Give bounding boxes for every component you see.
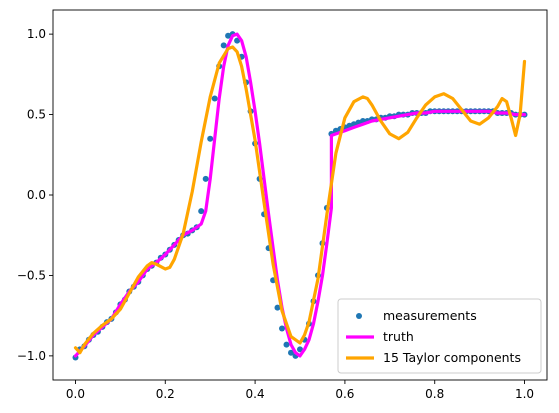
legend-label-taylor: 15 Taylor components: [383, 350, 521, 365]
y-tick-label: −1.0: [17, 349, 46, 363]
legend-label-measurements: measurements: [383, 308, 477, 323]
scatter-point: [297, 346, 303, 353]
taylor-line: [73, 45, 527, 355]
x-tick-label: 0.4: [246, 387, 265, 401]
scatter-point: [274, 304, 281, 311]
x-tick-label: 0.6: [335, 387, 354, 401]
scatter-point: [283, 341, 290, 348]
scatter-point: [220, 42, 227, 49]
x-tick-label: 0.8: [425, 387, 444, 401]
y-tick-label: 1.0: [27, 27, 46, 41]
legend-box: [337, 298, 542, 374]
x-axis: 0.0 0.2 0.4 0.6 0.8 1.0: [66, 380, 534, 401]
line-series: [73, 32, 527, 358]
x-tick-label: 0.2: [156, 387, 175, 401]
scatter-point: [207, 135, 214, 142]
scatter-point: [288, 349, 294, 356]
x-tick-label: 0.0: [66, 387, 85, 401]
legend-marker-measurements: [356, 313, 362, 319]
y-tick-label: 0.0: [27, 188, 46, 202]
legend-label-truth: truth: [383, 329, 414, 344]
scatter-point: [279, 325, 285, 332]
x-tick-label: 1.0: [515, 387, 534, 401]
y-tick-label: 0.5: [27, 108, 46, 122]
scatter-point: [202, 175, 209, 182]
scatter-point: [225, 32, 232, 39]
y-tick-label: −0.5: [17, 268, 46, 282]
scatter-point: [198, 208, 205, 215]
y-axis: −1.0 −0.5 0.0 0.5 1.0: [17, 27, 53, 363]
scatter-point: [234, 37, 241, 44]
legend: measurements truth 15 Taylor components: [337, 298, 542, 374]
scatter-point: [211, 95, 218, 102]
